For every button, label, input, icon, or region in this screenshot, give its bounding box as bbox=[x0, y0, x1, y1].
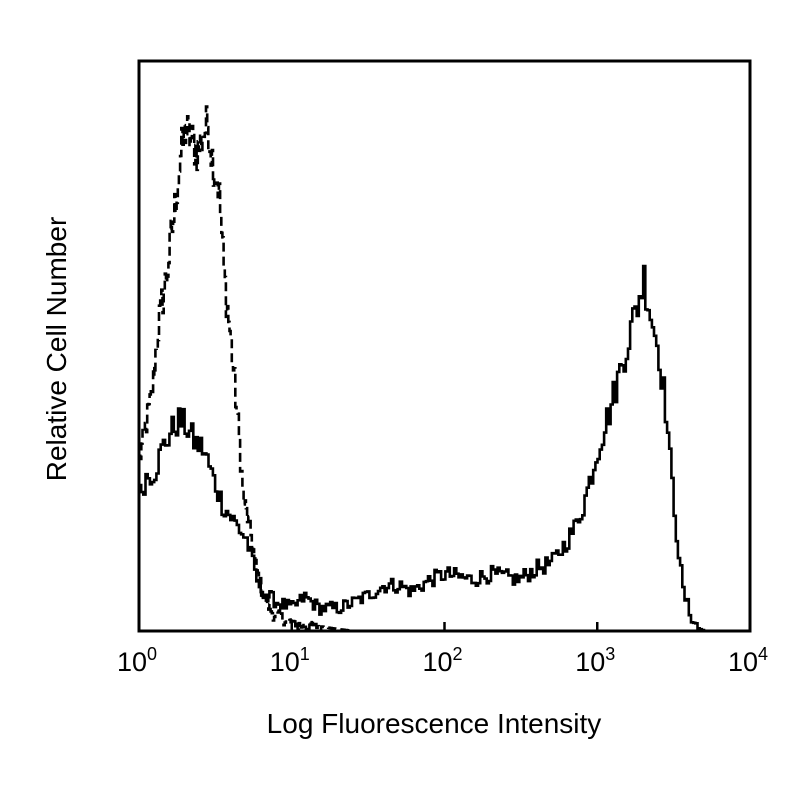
plot-area bbox=[137, 59, 752, 633]
x-tick-label: 100 bbox=[117, 644, 157, 677]
series-dashed-line bbox=[138, 105, 445, 633]
x-axis-ticks: 100 101 102 103 104 bbox=[117, 622, 768, 677]
y-axis-title: Relative Cell Number bbox=[41, 217, 72, 482]
x-tick-label: 103 bbox=[575, 644, 615, 677]
x-tick-label: 104 bbox=[728, 644, 768, 677]
x-tick-label: 102 bbox=[422, 644, 462, 677]
x-tick-label: 101 bbox=[270, 644, 310, 677]
series-solid-line bbox=[139, 264, 706, 632]
x-axis-title: Log Fluorescence Intensity bbox=[267, 708, 602, 739]
